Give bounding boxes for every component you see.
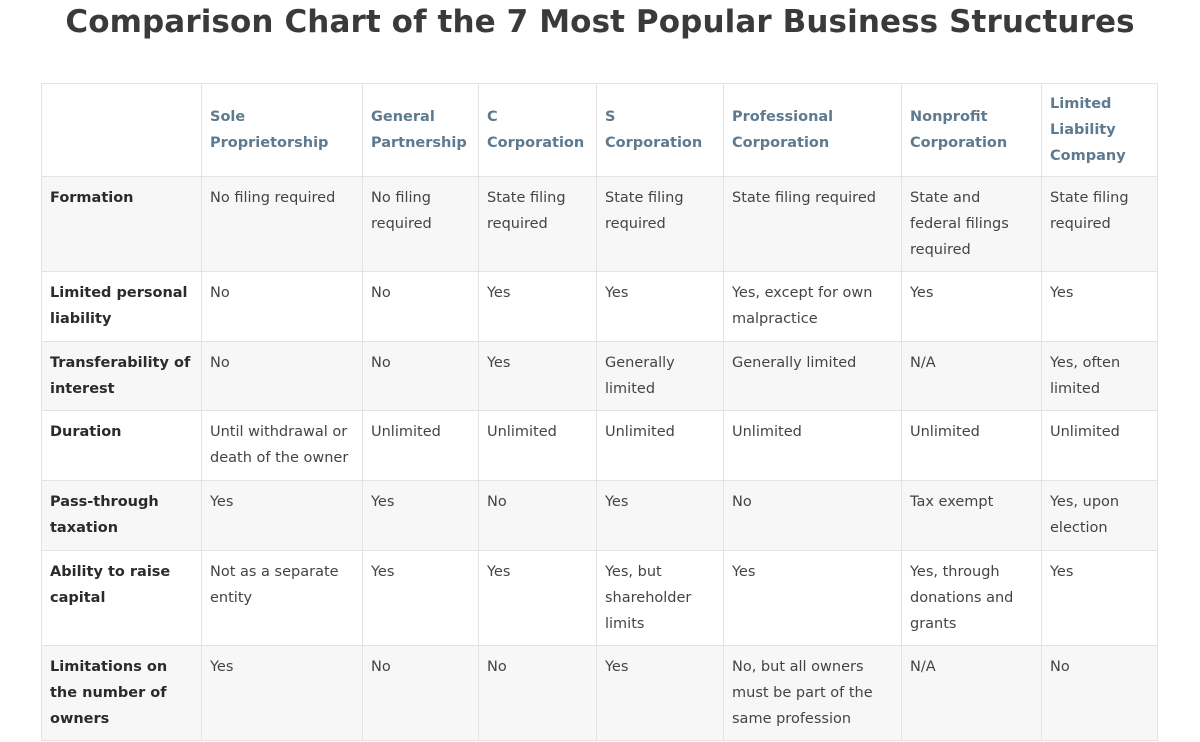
table-cell: Yes <box>723 550 902 646</box>
column-header-llc: Limited Liability Company <box>1041 83 1158 177</box>
table-row-pass-through-taxation: Pass-through taxation Yes Yes No Yes No … <box>41 480 1158 551</box>
table-cell: Yes <box>1041 271 1158 342</box>
table-cell: Yes <box>596 645 724 741</box>
table-cell: Yes <box>596 271 724 342</box>
column-header-nonprofit-corporation: Nonprofit Corporation <box>901 83 1042 177</box>
column-header-professional-corporation: Professional Corporation <box>723 83 902 177</box>
table-cell: Yes <box>901 271 1042 342</box>
table-cell: Yes, except for own malpractice <box>723 271 902 342</box>
table-cell: Yes <box>478 550 597 646</box>
table-cell: Unlimited <box>901 410 1042 481</box>
table-cell: No, but all owners must be part of the s… <box>723 645 902 741</box>
table-cell: State filing required <box>596 176 724 272</box>
table-cell: Generally limited <box>723 341 902 411</box>
table-cell: State and federal filings required <box>901 176 1042 272</box>
table-cell: No <box>362 271 479 342</box>
table-cell: State filing required <box>1041 176 1158 272</box>
table-row-duration: Duration Until withdrawal or death of th… <box>41 410 1158 481</box>
comparison-table: Sole Proprietorship General Partnership … <box>41 83 1158 741</box>
table-cell: No <box>1041 645 1158 741</box>
table-cell: Yes <box>1041 550 1158 646</box>
table-cell: Not as a separate entity <box>201 550 363 646</box>
row-label: Limitations on the number of owners <box>41 645 202 741</box>
row-label: Pass-through taxation <box>41 480 202 551</box>
table-cell: N/A <box>901 645 1042 741</box>
table-cell: State filing required <box>478 176 597 272</box>
table-row-ability-to-raise-capital: Ability to raise capital Not as a separa… <box>41 550 1158 646</box>
column-header-sole-proprietorship: Sole Proprietorship <box>201 83 363 177</box>
row-label: Limited personal liability <box>41 271 202 342</box>
header-corner-cell <box>41 83 202 177</box>
page-title: Comparison Chart of the 7 Most Popular B… <box>65 4 1135 40</box>
column-header-c-corporation: C Corporation <box>478 83 597 177</box>
table-cell: N/A <box>901 341 1042 411</box>
table-cell: Yes, but shareholder limits <box>596 550 724 646</box>
table-cell: Yes, upon election <box>1041 480 1158 551</box>
table-cell: No <box>362 341 479 411</box>
table-cell: No filing required <box>201 176 363 272</box>
table-cell: Unlimited <box>596 410 724 481</box>
table-cell: No <box>478 645 597 741</box>
table-cell: Yes <box>362 550 479 646</box>
table-row-limited-personal-liability: Limited personal liability No No Yes Yes… <box>41 271 1158 342</box>
column-header-s-corporation: S Corporation <box>596 83 724 177</box>
table-cell: Yes <box>596 480 724 551</box>
table-cell: No <box>478 480 597 551</box>
table-cell: Yes, often limited <box>1041 341 1158 411</box>
row-label: Duration <box>41 410 202 481</box>
row-label: Transferability of interest <box>41 341 202 411</box>
table-cell: Yes <box>478 271 597 342</box>
table-cell: Unlimited <box>362 410 479 481</box>
table-row-transferability: Transferability of interest No No Yes Ge… <box>41 341 1158 411</box>
table-cell: Yes <box>201 645 363 741</box>
table-cell: No <box>362 645 479 741</box>
table-cell: No <box>201 271 363 342</box>
header-row: Sole Proprietorship General Partnership … <box>41 83 1158 177</box>
table-cell: Unlimited <box>478 410 597 481</box>
table-cell: Tax exempt <box>901 480 1042 551</box>
table-row-limitations-on-owners: Limitations on the number of owners Yes … <box>41 645 1158 741</box>
table-cell: Unlimited <box>1041 410 1158 481</box>
table-cell: No <box>201 341 363 411</box>
table-cell: No filing required <box>362 176 479 272</box>
table-cell: Until withdrawal or death of the owner <box>201 410 363 481</box>
row-label: Ability to raise capital <box>41 550 202 646</box>
table-cell: Yes <box>478 341 597 411</box>
table-row-formation: Formation No filing required No filing r… <box>41 176 1158 272</box>
row-label: Formation <box>41 176 202 272</box>
column-header-general-partnership: General Partnership <box>362 83 479 177</box>
table-cell: Unlimited <box>723 410 902 481</box>
table-cell: No <box>723 480 902 551</box>
table-cell: Yes <box>201 480 363 551</box>
table-cell: Generally limited <box>596 341 724 411</box>
table-cell: Yes <box>362 480 479 551</box>
table-cell: Yes, through donations and grants <box>901 550 1042 646</box>
table-cell: State filing required <box>723 176 902 272</box>
